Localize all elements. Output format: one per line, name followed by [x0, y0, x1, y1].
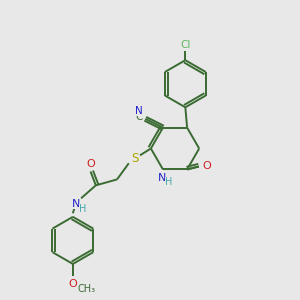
Text: O: O [68, 279, 77, 289]
Text: H: H [165, 177, 172, 188]
Text: H: H [79, 205, 86, 214]
Text: Cl: Cl [180, 40, 190, 50]
Text: O: O [202, 161, 211, 172]
Text: C: C [135, 112, 142, 122]
Text: O: O [86, 159, 95, 169]
Text: N: N [135, 106, 143, 116]
Text: CH₃: CH₃ [77, 284, 95, 294]
Text: N: N [72, 199, 80, 208]
Text: S: S [131, 152, 138, 165]
Text: N: N [158, 173, 166, 183]
